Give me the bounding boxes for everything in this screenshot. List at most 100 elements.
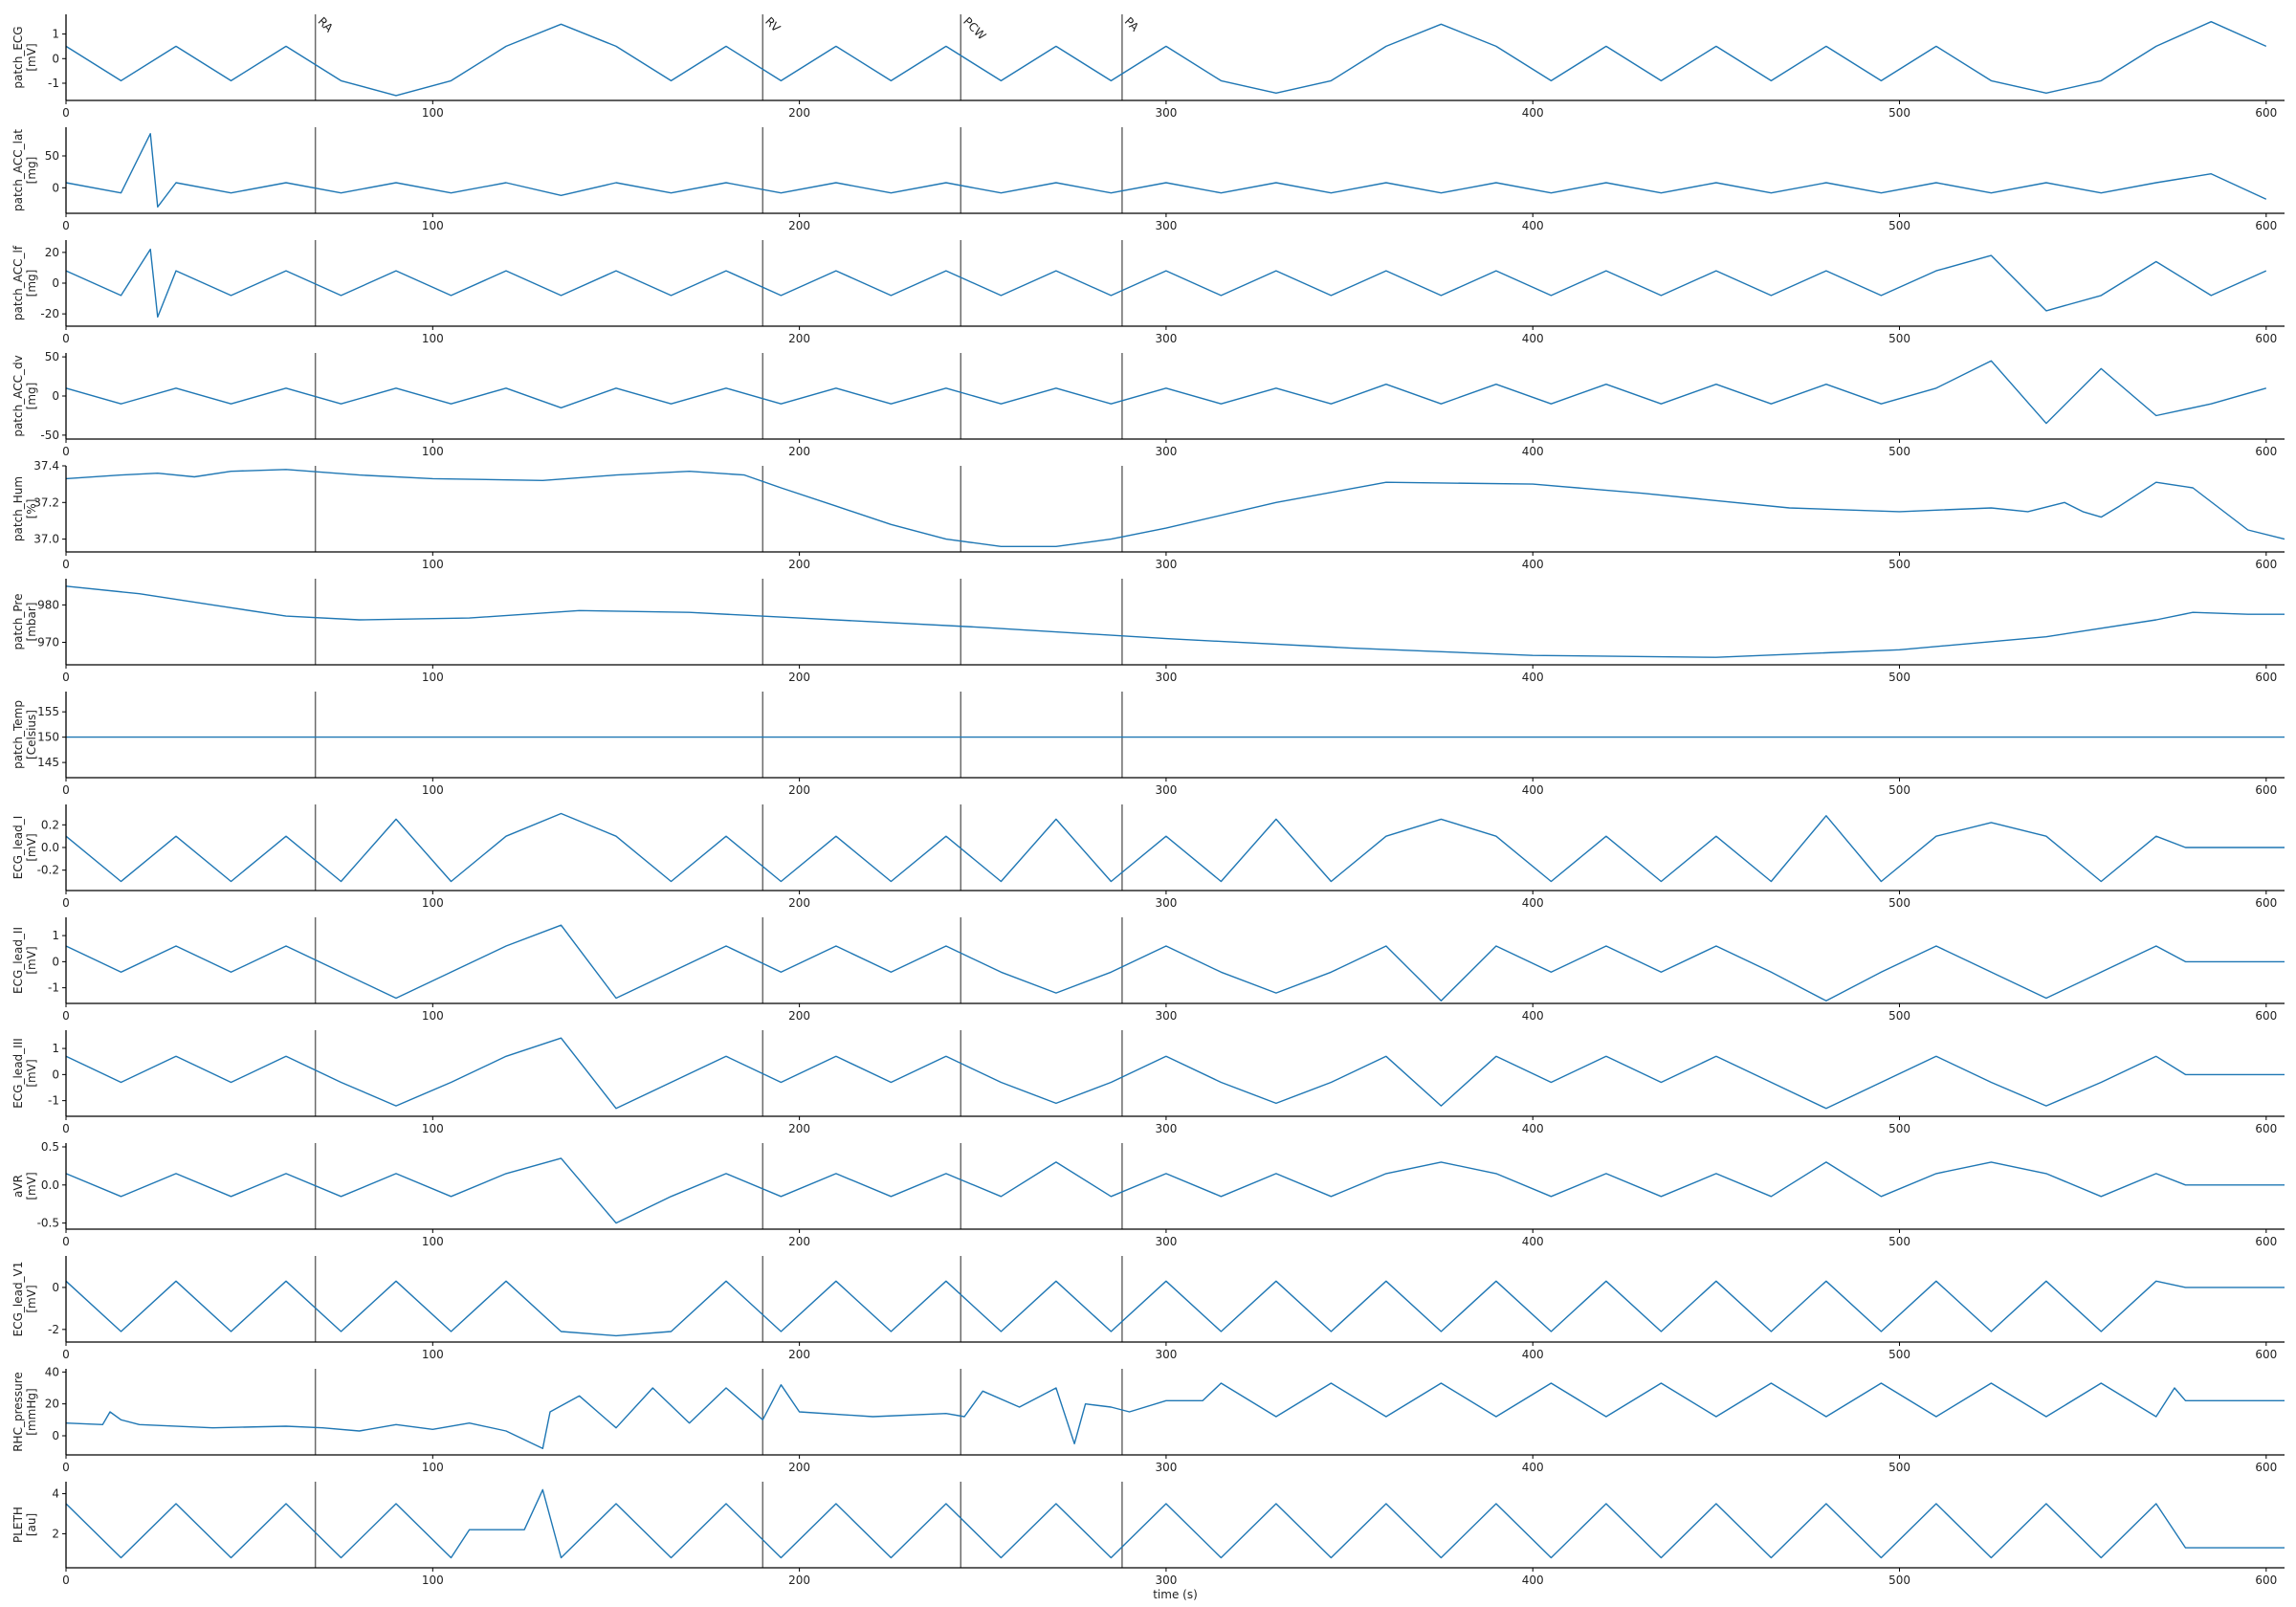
y-tick-label: -1 — [48, 981, 59, 995]
x-tick-label: 400 — [1522, 671, 1544, 684]
y-tick-label: 37.2 — [33, 495, 59, 509]
signal-line — [65, 1157, 2285, 1224]
x-tick-label: 300 — [1155, 896, 1177, 910]
y-tick-label: 0 — [52, 1068, 59, 1081]
x-tick-label: 0 — [62, 106, 70, 120]
y-axis-label: patch_ACC_lat — [11, 129, 25, 211]
x-tick-label: 100 — [422, 332, 444, 345]
x-tick-label: 0 — [62, 1235, 70, 1248]
x-tick-label: 100 — [422, 219, 444, 232]
x-tick-label: 500 — [1888, 783, 1910, 797]
x-tick-label: 600 — [2255, 671, 2277, 684]
x-tick-label: 600 — [2255, 783, 2277, 797]
signal-line — [65, 1382, 2285, 1449]
x-tick-label: 400 — [1522, 106, 1544, 120]
x-tick-label: 200 — [788, 1122, 810, 1135]
y-tick-label: 0.5 — [41, 1140, 59, 1154]
x-tick-label: 200 — [788, 1009, 810, 1023]
x-tick-label: 100 — [422, 1235, 444, 1248]
x-tick-label: 0 — [62, 332, 70, 345]
y-tick-label: 37.0 — [33, 533, 59, 546]
x-tick-label: 500 — [1888, 558, 1910, 571]
y-tick-label: 50 — [45, 350, 59, 363]
x-tick-label: 0 — [62, 671, 70, 684]
x-tick-label: 400 — [1522, 558, 1544, 571]
x-tick-label: 0 — [62, 445, 70, 458]
x-tick-label: 100 — [422, 783, 444, 797]
x-tick-label: 400 — [1522, 1009, 1544, 1023]
x-tick-label: 300 — [1155, 1235, 1177, 1248]
y-axis-label: ECG_lead_V1 — [11, 1262, 25, 1337]
signal-line — [65, 21, 2267, 97]
y-axis-label: patch_Pre — [11, 594, 25, 650]
y-tick-label: 0 — [52, 955, 59, 968]
x-tick-label: 100 — [422, 1461, 444, 1474]
x-tick-label: 500 — [1888, 1009, 1910, 1023]
y-tick-label: 37.4 — [33, 459, 59, 473]
y-axis-label: ECG_lead_I — [11, 816, 25, 880]
x-tick-label: 400 — [1522, 332, 1544, 345]
x-tick-label: 500 — [1888, 219, 1910, 232]
x-tick-label: 100 — [422, 558, 444, 571]
x-tick-label: 600 — [2255, 1122, 2277, 1135]
x-tick-label: 500 — [1888, 445, 1910, 458]
x-tick-label: 600 — [2255, 558, 2277, 571]
x-tick-label: 300 — [1155, 332, 1177, 345]
x-tick-label: 300 — [1155, 219, 1177, 232]
x-tick-label: 400 — [1522, 219, 1544, 232]
y-axis-label: [mg] — [25, 270, 38, 297]
y-tick-label: 4 — [52, 1487, 59, 1501]
y-axis-label: [mg] — [25, 157, 38, 185]
y-tick-label: 0 — [52, 1281, 59, 1294]
y-tick-label: -20 — [40, 307, 59, 320]
y-tick-label: 50 — [45, 149, 59, 163]
x-tick-label: 300 — [1155, 1461, 1177, 1474]
x-tick-label: 400 — [1522, 445, 1544, 458]
signal-line — [65, 924, 2285, 1002]
signal-line — [65, 469, 2285, 547]
x-tick-label: 600 — [2255, 1235, 2277, 1248]
x-tick-label: 100 — [422, 1122, 444, 1135]
x-tick-label: 600 — [2255, 445, 2277, 458]
x-tick-label: 400 — [1522, 1235, 1544, 1248]
y-tick-label: 40 — [45, 1365, 59, 1378]
x-tick-label: 500 — [1888, 332, 1910, 345]
x-tick-label: 400 — [1522, 783, 1544, 797]
x-tick-label: 300 — [1155, 671, 1177, 684]
y-axis-label: patch_ECG — [11, 26, 25, 88]
event-label: PA — [1122, 14, 1142, 34]
event-label: RA — [316, 14, 337, 35]
y-axis-label: [mbar] — [25, 603, 38, 642]
x-tick-label: 100 — [422, 1348, 444, 1361]
x-tick-label: 0 — [62, 219, 70, 232]
y-tick-label: -0.2 — [37, 864, 59, 877]
y-tick-label: -1 — [48, 1094, 59, 1108]
x-tick-label: 300 — [1155, 1348, 1177, 1361]
x-tick-label: 300 — [1155, 1122, 1177, 1135]
y-tick-label: -0.5 — [37, 1217, 59, 1230]
event-label: RV — [762, 14, 784, 35]
x-tick-label: 100 — [422, 106, 444, 120]
y-tick-label: -1 — [48, 77, 59, 90]
y-axis-label: [%] — [25, 499, 38, 519]
y-axis-label: [Celsius] — [25, 710, 38, 759]
event-label: PCW — [960, 14, 988, 42]
x-tick-label: 600 — [2255, 1348, 2277, 1361]
x-tick-label: 400 — [1522, 1574, 1544, 1587]
y-tick-label: 150 — [37, 731, 59, 744]
x-tick-label: 100 — [422, 1574, 444, 1587]
y-tick-label: 20 — [45, 1398, 59, 1411]
y-tick-label: 0.0 — [41, 1178, 59, 1192]
x-tick-label: 600 — [2255, 332, 2277, 345]
x-tick-label: 600 — [2255, 1574, 2277, 1587]
y-tick-label: 2 — [52, 1527, 59, 1540]
x-tick-label: 500 — [1888, 896, 1910, 910]
signal-line — [65, 1280, 2285, 1337]
x-tick-label: 300 — [1155, 783, 1177, 797]
x-tick-label: 300 — [1155, 1574, 1177, 1587]
x-tick-label: 300 — [1155, 445, 1177, 458]
x-tick-label: 200 — [788, 332, 810, 345]
y-tick-label: -50 — [40, 429, 59, 442]
x-tick-label: 200 — [788, 1235, 810, 1248]
